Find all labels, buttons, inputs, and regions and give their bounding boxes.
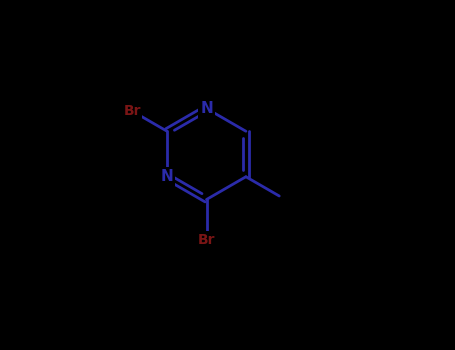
Text: N: N	[161, 169, 173, 184]
Text: Br: Br	[198, 233, 215, 247]
Text: Br: Br	[123, 104, 141, 118]
Text: N: N	[200, 101, 213, 116]
